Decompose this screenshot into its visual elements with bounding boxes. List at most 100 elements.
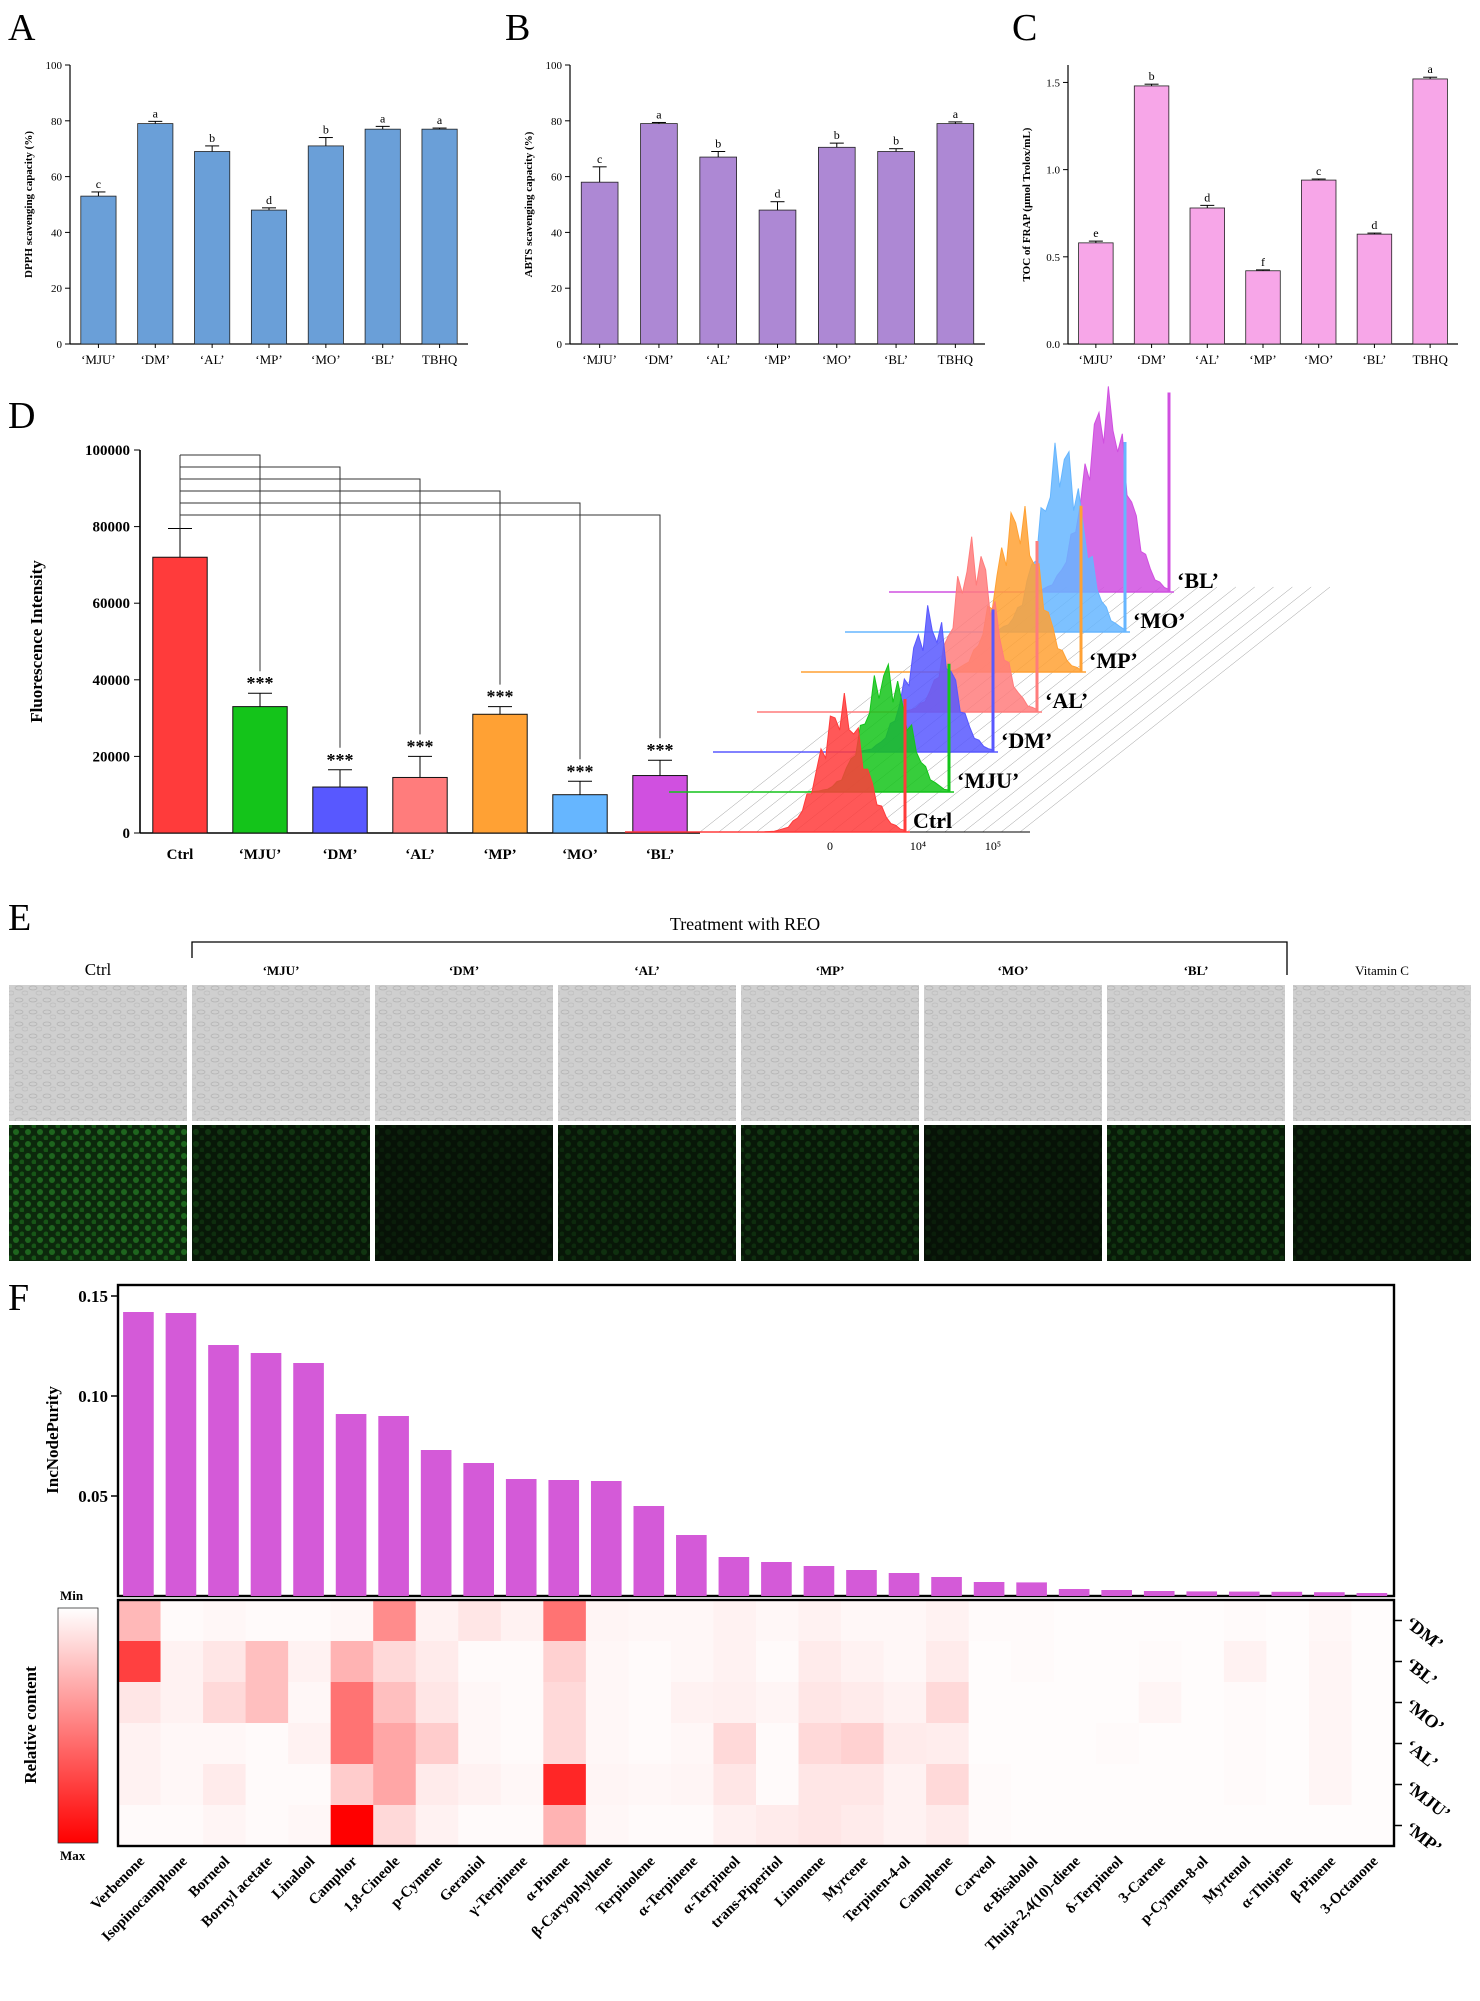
heatmap-cell: [1053, 1641, 1097, 1683]
sig-letter: b: [834, 128, 840, 142]
heatmap-cell: [670, 1764, 714, 1806]
heatmap-cell: [1053, 1723, 1097, 1765]
heatmap-cell: [1308, 1764, 1352, 1806]
treatment-bracket: [191, 941, 1288, 975]
y-tick-label: 0: [123, 826, 131, 842]
panel-e-micrographs: Treatment with REO Ctrl ‘MJU’ ‘DM’ ‘AL’ ‘MP’ ‘…: [9, 914, 1471, 1261]
heatmap-cell: [670, 1600, 714, 1642]
fluorescence-image: [1107, 1125, 1285, 1261]
heatmap-cell: [1266, 1682, 1310, 1724]
heatmap-cell: [1266, 1641, 1310, 1683]
x-tick-label: ‘MP’: [255, 352, 282, 367]
heatmap-cell: [1053, 1600, 1097, 1642]
heatmap-cell: [1308, 1682, 1352, 1724]
heatmap-cell: [883, 1723, 927, 1765]
comparison-bracket: [180, 502, 581, 760]
heatmap-cell: [968, 1805, 1012, 1847]
comparison-bracket: [180, 490, 501, 685]
heatmap-cell: [1138, 1764, 1182, 1806]
heatmap-cell: [288, 1641, 332, 1683]
histogram-label: Ctrl: [913, 808, 952, 833]
importance-frame: [116, 1283, 1396, 1598]
heatmap-cell: [1181, 1805, 1225, 1847]
heatmap-cell: [883, 1641, 927, 1683]
sig-stars: ***: [647, 740, 674, 760]
y-tick-label: 0: [557, 339, 563, 351]
bar: [80, 195, 117, 345]
heatmap-cell: [373, 1682, 417, 1724]
histogram-label: ‘DM’: [1001, 728, 1052, 753]
bar: [364, 128, 401, 345]
heatmap-cell: [245, 1600, 289, 1642]
bar: [1078, 242, 1114, 345]
heatmap-cell: [1266, 1600, 1310, 1642]
brightfield-image: [375, 985, 553, 1121]
heatmap-cell: [1011, 1723, 1055, 1765]
heatmap-cell: [1266, 1764, 1310, 1806]
histogram-label: ‘MP’: [1089, 648, 1138, 673]
importance-bar: [1186, 1591, 1218, 1596]
panel-letter-b: B: [505, 7, 530, 49]
heatmap-cell: [160, 1682, 204, 1724]
importance-bar: [1101, 1590, 1132, 1596]
heatmap-cell: [1011, 1764, 1055, 1806]
heatmap-cell: [203, 1600, 247, 1642]
heatmap-row-label: ‘DM’: [1402, 1613, 1447, 1655]
heatmap-cell: [415, 1764, 459, 1806]
sig-letter: c: [96, 177, 101, 191]
heatmap-row-label: ‘BL’: [1402, 1654, 1441, 1691]
heatmap-cell: [1351, 1641, 1395, 1683]
sig-letter: d: [775, 187, 781, 201]
heatmap-cell: [203, 1682, 247, 1724]
micrograph-column-label: ‘MO’: [997, 963, 1028, 978]
heatmap-cell: [756, 1600, 800, 1642]
sig-letter: c: [597, 152, 602, 166]
heatmap-cell: [203, 1764, 247, 1806]
x-tick-label: ‘MJU’: [1079, 352, 1114, 367]
x-tick-label: ‘BL’: [646, 847, 675, 863]
heatmap-cell: [841, 1641, 885, 1683]
heatmap-cell: [883, 1805, 927, 1847]
importance-bar: [1271, 1591, 1303, 1596]
heatmap-cell: [458, 1764, 502, 1806]
heatmap-cell: [160, 1641, 204, 1683]
y-tick-label: 0.05: [78, 1487, 108, 1506]
bar: [818, 146, 856, 345]
importance-bar: [165, 1313, 197, 1596]
brightfield-image: [192, 985, 370, 1121]
heatmap-cell: [500, 1600, 544, 1642]
importance-bar: [1016, 1582, 1047, 1596]
heatmap-cell: [288, 1805, 332, 1847]
heatmap-cell: [1351, 1682, 1395, 1724]
importance-bar: [463, 1463, 494, 1596]
x-tick-label: ‘DM’: [1137, 352, 1167, 367]
floor-gridline: [1019, 586, 1331, 833]
heatmap-cell: [968, 1723, 1012, 1765]
bar: [472, 713, 528, 834]
y-tick-label: 40000: [93, 673, 131, 689]
chart-c-frap: 0.0 0.5 1.0 1.5 e ‘MJU’ b ‘DM’ d ‘AL’ f ‘MP’ c ‘MO’ d ‘…: [1021, 62, 1458, 367]
y-axis-title: DPPH scavenging capacity (%): [23, 131, 35, 278]
heatmap-cell: [670, 1805, 714, 1847]
fluorescence-image: [9, 1125, 187, 1261]
heatmap-row-label: ‘MP’: [1402, 1818, 1446, 1858]
brightfield-image: [1293, 985, 1471, 1121]
heatmap-cell: [245, 1764, 289, 1806]
heatmap-cell: [1011, 1641, 1055, 1683]
heatmap-cell: [1223, 1682, 1267, 1724]
chart-f-importance: 0.05 0.10 0.15 IncNodePurity: [43, 1283, 1396, 1598]
bar: [1245, 270, 1281, 345]
histogram-label: ‘MJU’: [957, 768, 1019, 793]
x-tick-label: ‘MO’: [562, 847, 598, 863]
heatmap-cell: [713, 1641, 757, 1683]
y-tick-label: 60000: [93, 596, 131, 612]
heatmap-cell: [670, 1723, 714, 1765]
x-tick-label: ‘AL’: [405, 847, 434, 863]
importance-bar: [590, 1481, 622, 1596]
importance-bar: [931, 1577, 962, 1596]
bar: [250, 209, 288, 345]
bar: [392, 776, 448, 834]
x-tick-label: ‘MP’: [764, 352, 791, 367]
importance-bar: [676, 1535, 707, 1596]
x-tick-label: ‘MJU’: [81, 352, 116, 367]
